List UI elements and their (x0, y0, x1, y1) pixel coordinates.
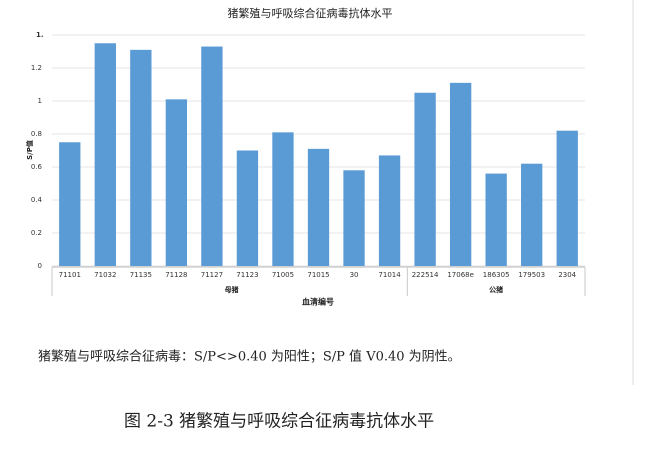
bar (378, 155, 401, 266)
x-tick-label: 222514 (412, 271, 439, 279)
bar (521, 163, 543, 266)
x-tick-label: 71005 (272, 271, 294, 279)
y-tick-label: 0 (38, 262, 42, 270)
x-tick-label: 71127 (201, 271, 223, 279)
x-tick-label: 71015 (307, 271, 329, 279)
y-tick-label: 1.2 (31, 64, 42, 72)
x-tick-label: 71014 (378, 271, 401, 279)
x-tick-label: 71135 (130, 271, 152, 279)
x-tick-label: 71101 (59, 271, 81, 279)
bar (165, 99, 188, 266)
bar (449, 82, 472, 266)
group-label: 母猪 (225, 285, 239, 294)
bar (556, 130, 578, 266)
bar (130, 49, 152, 266)
note-text: 猪繁殖与呼吸综合征病毒：S/P<>0.40 为阳性；S/P 值 V0.40 为阴… (38, 349, 461, 365)
y-axis-title: S/P值 (25, 140, 34, 160)
bar (485, 173, 507, 266)
x-tick-label: 186305 (483, 271, 510, 279)
bar (201, 46, 223, 266)
chart-title: 猪繁殖与呼吸综合征病毒抗体水平 (228, 6, 393, 20)
x-tick-label: 179503 (518, 271, 545, 279)
x-tick-label: 2304 (558, 271, 576, 279)
x-axis-title: 血清编号 (302, 297, 334, 307)
x-tick-label: 71123 (236, 271, 258, 279)
y-tick-label: 1. (36, 31, 44, 39)
bar (272, 132, 294, 266)
bar (236, 150, 259, 266)
y-tick-label: 0.8 (31, 130, 42, 138)
y-tick-label: 0.2 (31, 229, 42, 237)
y-tick-label: 0.4 (31, 196, 43, 204)
bar (414, 92, 436, 266)
x-tick-label: 17068e (447, 271, 474, 279)
figure-caption: 图 2-3 猪繁殖与呼吸综合征病毒抗体水平 (124, 412, 434, 432)
bar (343, 170, 365, 266)
bar (94, 43, 116, 266)
bar (59, 142, 81, 266)
bar (307, 148, 330, 266)
x-tick-label: 71032 (94, 271, 116, 279)
group-label: 公猪 (489, 285, 503, 294)
y-tick-label: 0.6 (31, 163, 43, 171)
y-tick-label: 1 (38, 97, 42, 105)
x-tick-label: 30 (350, 271, 359, 279)
x-tick-label: 71128 (165, 271, 187, 279)
